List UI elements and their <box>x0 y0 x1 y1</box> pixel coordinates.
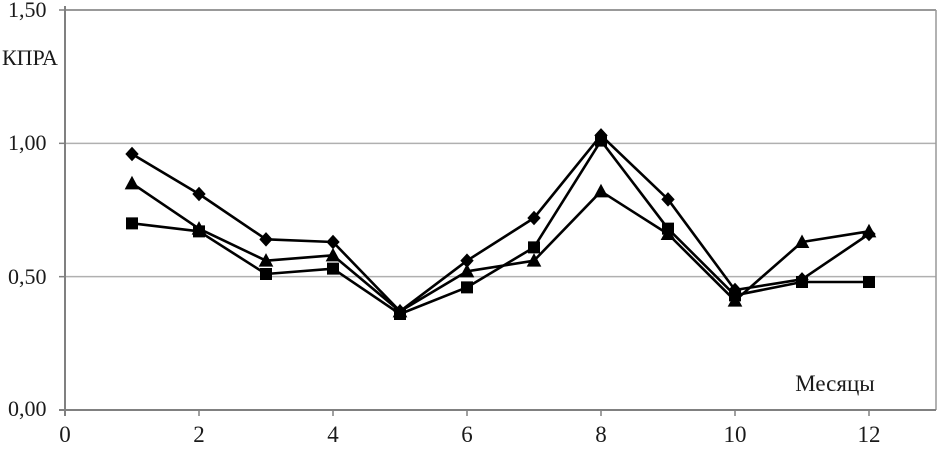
x-tick-label-6: 6 <box>461 422 473 447</box>
series-markers-square <box>126 134 875 320</box>
y-tick-label-1-00: 1,00 <box>8 130 47 155</box>
x-tick-label-4: 4 <box>327 422 339 447</box>
y-tick-label-1-50: 1,50 <box>8 0 47 22</box>
y-axis-title: КПРА <box>2 45 58 70</box>
x-axis-title: Месяцы <box>795 371 875 396</box>
x-tick-label-8: 8 <box>595 422 607 447</box>
x-tick-label-2: 2 <box>193 422 205 447</box>
x-tick-label-10: 10 <box>723 422 747 447</box>
x-tick-label-0: 0 <box>59 422 71 447</box>
y-tick-label-0-50: 0,50 <box>8 264 47 289</box>
series-line-diamond <box>131 134 870 313</box>
x-tick-label-12: 12 <box>857 422 881 447</box>
y-tick-label-0-00: 0,00 <box>8 396 47 421</box>
series-line-square <box>131 139 869 316</box>
series-line-triangle <box>131 182 870 313</box>
